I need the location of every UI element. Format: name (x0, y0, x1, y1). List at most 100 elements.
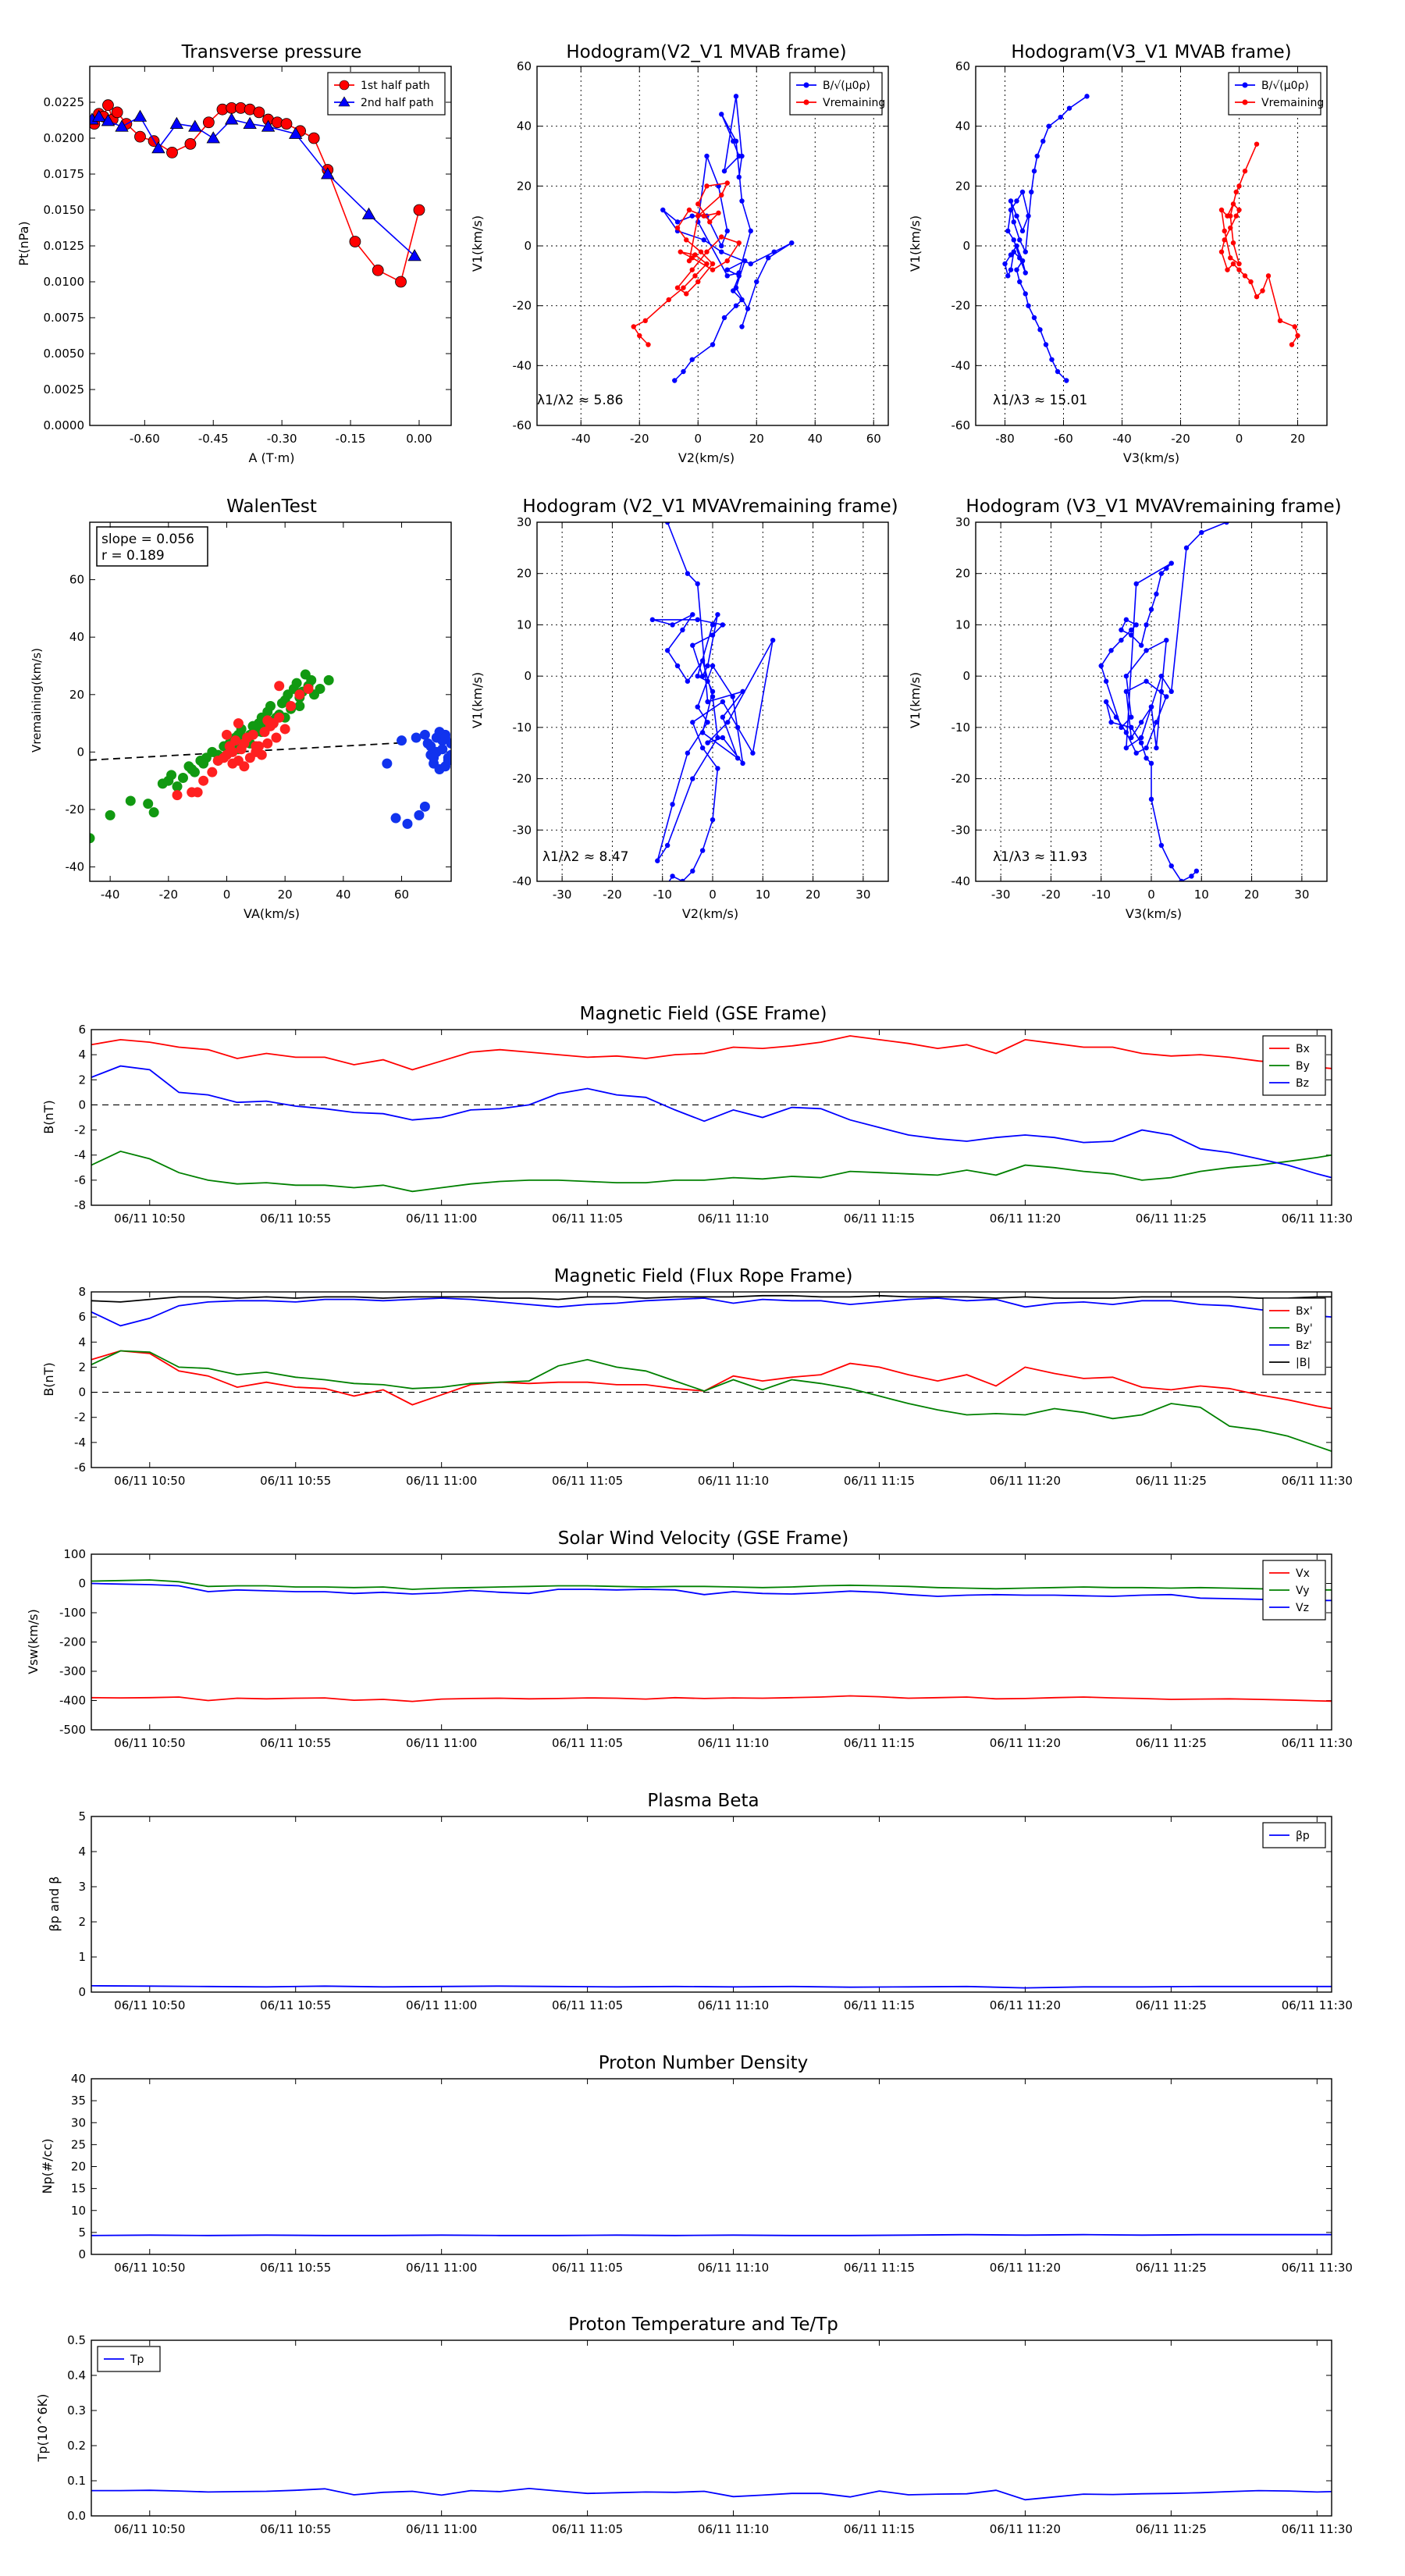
ts1-ytick-label-5: 2 (78, 1073, 86, 1087)
ts2-ytick-label-0: -6 (74, 1461, 86, 1475)
ts5-ytick-label-1: 5 (78, 2226, 86, 2240)
tp-series-1-point-15 (407, 249, 422, 262)
ts4-series-0-line (91, 1984, 1332, 1989)
h2-series-0-point-30 (1017, 237, 1023, 243)
ts2-series-2-line (91, 1297, 1332, 1327)
wa-series-1-point-3 (207, 767, 218, 777)
h2-plot: -80 -60 -40 -20 0 20 -60 -40 -20 0 20 40 60 B/√(μ0ρ) V… (951, 59, 1328, 446)
h4-xtick-label-5: 20 (1244, 888, 1259, 902)
tp-series-0-point-3 (102, 99, 114, 112)
h1-ylabel: V1(km/s) (470, 215, 485, 272)
wa-series-0-point-40 (291, 678, 302, 688)
h3-series-0-point-21 (685, 750, 691, 756)
h2-series-0-point-23 (1014, 198, 1019, 204)
ts2-xtick-label-5: 06/11 11:15 (844, 1474, 915, 1488)
wa-series-0-point-0 (90, 833, 95, 844)
h3-series-0-point-37 (720, 622, 726, 628)
h1-series-0-point-27 (724, 228, 730, 234)
h2-series-0-point-33 (1031, 168, 1037, 174)
h1-series-0-point-0 (672, 378, 678, 383)
h4-frame (975, 521, 1328, 882)
h2-series-1-point-10 (1230, 261, 1236, 267)
tp-title: Transverse pressure (181, 42, 362, 62)
h2-ytick-label-4: 20 (955, 179, 970, 193)
h4-xlabel: V3(km/s) (1126, 906, 1182, 921)
h3-xtick-label-4: 10 (756, 888, 770, 902)
wa-series-0-point-56 (294, 701, 305, 712)
h4-series-0-point-1 (1189, 873, 1194, 879)
h2-legend-label-1: Vremaining (1261, 97, 1324, 109)
wa-series-2-point-3 (414, 809, 425, 820)
h3-series-0-point-40 (699, 673, 706, 679)
wa-ytick-label-3: 20 (69, 688, 84, 702)
h2-data-layer (1002, 94, 1300, 383)
ts2-ylabel: B(nT) (41, 1362, 56, 1396)
h4-series-0-point-29 (1119, 724, 1124, 731)
h1-series-0-point-14 (754, 279, 759, 285)
ts2-ytick-label-6: 6 (78, 1310, 86, 1324)
ts4-xtick-label-3: 06/11 11:05 (552, 1998, 623, 2012)
h4-series-0-point-19 (1123, 688, 1129, 695)
tp-ytick-label-0: 0.0000 (44, 418, 85, 432)
h3-series-0-point-1 (670, 873, 675, 879)
h2-series-0-point-1 (1055, 368, 1061, 375)
h1-series-1-point-25 (701, 213, 706, 219)
wa-series-2-point-2 (402, 818, 413, 829)
ts2-legend-label-1: By' (1296, 1322, 1313, 1335)
wa-xtick-label-1: -20 (159, 888, 179, 902)
wa-series-2-point-1 (390, 813, 401, 824)
tp-series-1-point-2 (101, 114, 116, 126)
h4-series-0-point-43 (1158, 571, 1165, 576)
h2-series-1-point-16 (1236, 207, 1242, 213)
h1-series-1-point-5 (681, 285, 686, 290)
ts4-ytick-label-1: 1 (78, 1950, 86, 1964)
ts6-ytick-label-3: 0.3 (67, 2403, 86, 2418)
h1-series-1-point-18 (684, 291, 689, 297)
h2-frame (975, 66, 1328, 426)
h2-series-0-point-18 (1023, 270, 1028, 276)
h2-xtick-label-0: -80 (995, 432, 1015, 446)
h4-xtick-label-2: -10 (1091, 888, 1111, 902)
ts3-series-0-line (91, 1695, 1332, 1703)
wa-series-2-point-14 (422, 738, 433, 749)
h3-series-0-point-44 (695, 673, 700, 679)
ts1-ytick-label-6: 4 (78, 1048, 86, 1062)
ts6-ylabel: Tp(10^6K) (35, 2394, 50, 2463)
tp-series-1-point-1 (92, 109, 106, 122)
h3-series-0-point-47 (699, 730, 706, 735)
tp-series-0-point-9 (166, 146, 178, 158)
ts4-legend-label-0: βp (1296, 1830, 1310, 1842)
ts5-xtick-label-7: 06/11 11:25 (1136, 2261, 1207, 2275)
ts1-xtick-label-1: 06/11 10:55 (260, 1212, 331, 1226)
wa-plot: -40 -20 0 20 40 60 -40 -20 0 20 40 60 (66, 521, 452, 902)
tp-series-0-point-24 (372, 264, 384, 276)
h1-series-0-point-26 (719, 243, 724, 249)
ts3-legend-label-2: Vz (1296, 1602, 1309, 1614)
h2-series-0-point-29 (1011, 219, 1016, 225)
wa-xtick-label-4: 40 (336, 888, 350, 902)
h3-plot: -30 -20 -10 0 10 20 30 -40 -30 -20 -10 0 10 20 30 (513, 515, 889, 902)
wa-series-2-point-24 (446, 749, 451, 760)
h2-series-0-point-5 (1031, 315, 1037, 321)
h3-series-0-point-23 (655, 858, 660, 863)
h2-series-1-point-26 (1236, 183, 1242, 189)
h3-xtick-label-0: -30 (553, 888, 572, 902)
wa-xtick-label-5: 60 (394, 888, 409, 902)
ts2-ytick-label-1: -4 (74, 1436, 86, 1450)
h2-series-1-point-12 (1218, 249, 1225, 254)
h2-xtick-label-3: -20 (1171, 432, 1190, 446)
h1-ytick-label-6: 60 (517, 59, 532, 73)
h2-series-0-point-34 (1034, 153, 1040, 159)
h2-series-0-point-31 (1023, 249, 1028, 254)
h2-series-0-point-36 (1046, 123, 1051, 129)
h2-ytick-label-2: -20 (951, 299, 971, 313)
h3-series-0-point-54 (664, 522, 670, 525)
h3-series-0-point-13 (725, 720, 731, 725)
h4-series-0-point-54 (1224, 522, 1229, 525)
tp-xtick-label-4: 0.00 (406, 432, 432, 446)
ts5-series-0-line (91, 2233, 1332, 2236)
tp-ytick-label-7: 0.0175 (44, 167, 85, 181)
h2-series-1-point-11 (1225, 267, 1230, 272)
h1-xtick-label-5: 60 (866, 432, 881, 446)
